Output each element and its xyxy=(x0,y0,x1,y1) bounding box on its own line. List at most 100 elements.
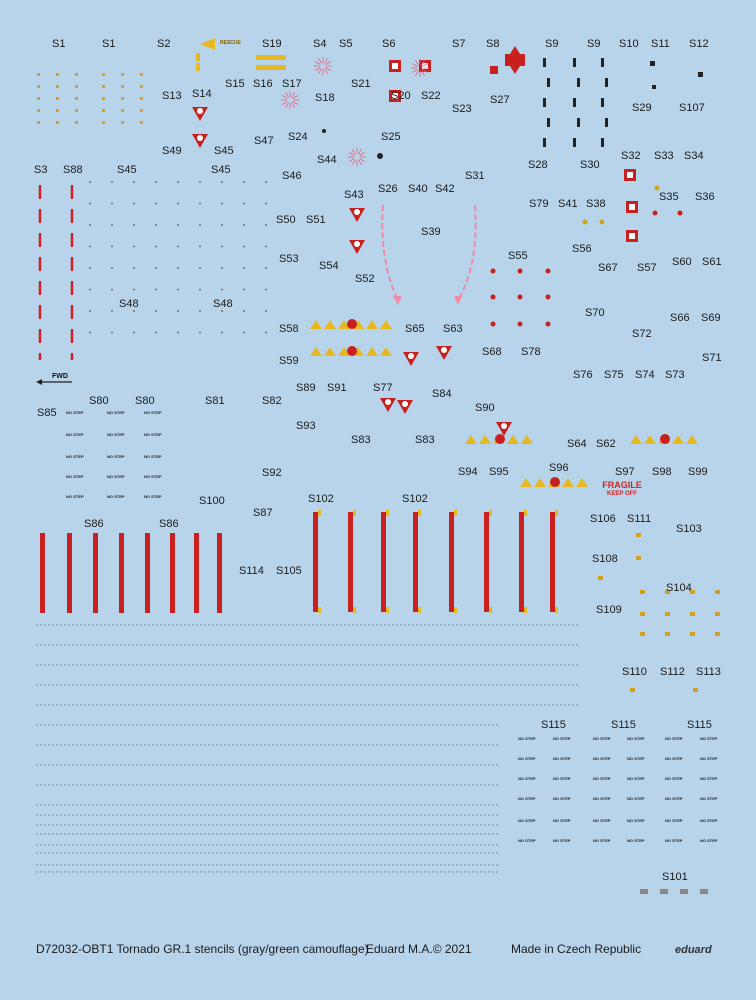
small-stencil-mark xyxy=(102,73,105,76)
tiny-dot xyxy=(221,331,223,334)
tiny-dot xyxy=(89,202,91,205)
decal-label: S71 xyxy=(702,352,722,364)
tiny-dot xyxy=(133,245,135,248)
yellow-dot xyxy=(599,219,605,225)
yellow-end-mark xyxy=(386,510,389,516)
triangle-center xyxy=(354,241,360,247)
yellow-small-mark xyxy=(665,612,670,616)
red-vertical-stripe xyxy=(313,512,318,612)
triangle-center xyxy=(385,399,391,405)
decal-label: S102 xyxy=(308,493,334,505)
tiny-dot xyxy=(89,288,91,291)
no-step-text: NO STEP xyxy=(665,818,683,823)
decal-label: S93 xyxy=(296,420,316,432)
tiny-dot xyxy=(89,245,91,248)
tiny-dot xyxy=(221,288,223,291)
small-stencil-mark xyxy=(37,85,40,88)
tiny-dot xyxy=(265,331,267,334)
keep-off-text: KEEP OFF xyxy=(607,491,637,497)
no-step-text: NO STEP xyxy=(627,756,645,761)
decal-label: S115 xyxy=(541,719,566,731)
yellow-chevron-marking xyxy=(672,435,684,444)
tiny-dot xyxy=(265,224,267,226)
tiny-dot xyxy=(177,288,179,291)
no-step-text: NO STEP xyxy=(627,796,645,801)
tiny-dot xyxy=(199,245,201,248)
decal-label: S111 xyxy=(627,513,652,525)
yellow-small-mark xyxy=(640,612,645,616)
decal-label: S87 xyxy=(253,507,273,519)
decal-label: S84 xyxy=(432,388,452,400)
small-stencil-mark xyxy=(121,109,124,112)
dark-mark xyxy=(577,118,580,127)
decal-label: S49 xyxy=(162,145,182,157)
no-step-text: NO STEP xyxy=(700,838,718,843)
triangle-center xyxy=(441,347,447,353)
decal-label: S13 xyxy=(162,90,182,102)
yellow-chevron-marking xyxy=(324,347,336,356)
decal-label: S58 xyxy=(279,323,299,335)
decal-label: S65 xyxy=(405,323,425,335)
decal-label: S80 xyxy=(89,395,109,407)
decal-label: S17 xyxy=(282,78,302,90)
tiny-dot xyxy=(265,202,267,205)
no-step-text: NO STEP xyxy=(518,796,536,801)
tiny-dot xyxy=(155,181,157,183)
pink-curve-line xyxy=(457,204,477,301)
decal-label: S14 xyxy=(192,88,212,100)
red-dot xyxy=(652,210,658,216)
decal-label: S57 xyxy=(637,262,657,274)
small-stencil-mark xyxy=(140,97,143,100)
yellow-small-mark xyxy=(715,590,720,594)
no-step-text: NO STEP xyxy=(66,454,84,459)
red-center-marking xyxy=(495,434,505,444)
decal-label: S115 xyxy=(687,719,712,731)
decal-label: S110 xyxy=(622,666,647,678)
yellow-small-mark xyxy=(665,632,670,636)
decal-label: S86 xyxy=(84,518,104,530)
red-square-center xyxy=(627,172,633,178)
decal-label: S88 xyxy=(63,164,83,176)
no-step-text: NO STEP xyxy=(700,756,718,761)
yellow-end-mark xyxy=(418,510,421,516)
decal-label: S12 xyxy=(689,38,709,50)
sunburst-ray xyxy=(282,95,288,99)
decal-label: S48 xyxy=(213,298,233,310)
dark-mark xyxy=(543,98,546,107)
decal-label: S53 xyxy=(279,253,299,265)
tiny-dot xyxy=(265,310,267,312)
decal-label: S43 xyxy=(344,189,364,201)
decal-label: S94 xyxy=(458,466,478,478)
yellow-small-mark xyxy=(693,688,698,692)
yellow-chevron-marking xyxy=(521,435,533,444)
red-square-center xyxy=(392,63,398,69)
yellow-end-mark xyxy=(318,510,321,516)
decal-label: S74 xyxy=(635,369,655,381)
tiny-dot xyxy=(221,224,223,226)
small-stencil-mark xyxy=(121,121,124,124)
pink-arrow-icon xyxy=(393,296,402,305)
tiny-dot xyxy=(133,181,135,183)
yellow-chevron-marking xyxy=(310,320,322,329)
copyright: Eduard M.A.© 2021 xyxy=(366,942,472,956)
yellow-small-mark xyxy=(640,590,645,594)
decal-label: S56 xyxy=(572,243,592,255)
small-stencil-mark xyxy=(75,109,78,112)
no-step-text: NO STEP xyxy=(518,818,536,823)
tiny-dot xyxy=(243,202,245,205)
decal-label: S113 xyxy=(696,666,721,678)
decal-label: S27 xyxy=(490,94,510,106)
no-step-text: NO STEP xyxy=(700,776,718,781)
decal-label: S66 xyxy=(670,312,690,324)
dark-mark xyxy=(601,98,604,107)
red-vertical-stripe xyxy=(449,512,454,612)
tiny-dot xyxy=(221,181,223,183)
dark-mark xyxy=(605,78,608,87)
decal-label: S42 xyxy=(435,183,455,195)
yellow-chevron-marking xyxy=(380,347,392,356)
red-vertical-stripe xyxy=(413,512,418,612)
decal-label: S60 xyxy=(672,256,692,268)
yellow-dot xyxy=(654,185,660,191)
yellow-small-mark xyxy=(665,590,670,594)
